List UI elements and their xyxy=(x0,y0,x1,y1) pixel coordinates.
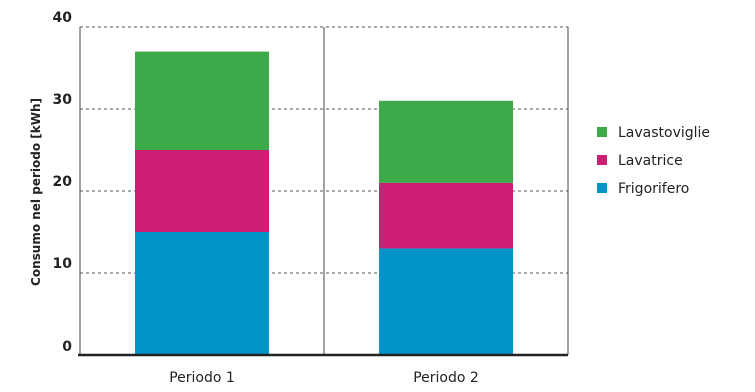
bar-segment-lavastoviglie xyxy=(135,51,269,150)
y-tick-label: 0 xyxy=(62,339,72,355)
legend-label: Frigorifero xyxy=(618,181,689,197)
legend-swatch xyxy=(597,155,607,165)
y-tick-label: 30 xyxy=(53,92,73,108)
legend-label: Lavatrice xyxy=(618,153,683,169)
axes xyxy=(78,27,569,357)
legend-swatch xyxy=(597,183,607,193)
x-category-labels: Periodo 1 Periodo 2 xyxy=(169,370,479,386)
y-tick-label: 40 xyxy=(53,10,73,26)
legend-swatch xyxy=(597,127,607,137)
y-tick-label: 10 xyxy=(53,256,73,272)
y-tick-labels: 0 10 20 30 40 xyxy=(53,10,73,355)
bar-segment-lavatrice xyxy=(379,182,513,249)
bar-segment-frigorifero xyxy=(379,248,513,355)
legend: Lavastoviglie Lavatrice Frigorifero xyxy=(597,125,710,197)
bar-stacks xyxy=(135,51,513,355)
x-tick-label: Periodo 2 xyxy=(413,370,479,386)
bar-segment-lavastoviglie xyxy=(379,100,513,183)
y-axis-title: Consumo nel periodo [kWh] xyxy=(29,98,43,286)
x-tick-label: Periodo 1 xyxy=(169,370,235,386)
bar-segment-lavatrice xyxy=(135,150,269,232)
legend-label: Lavastoviglie xyxy=(618,125,710,141)
bar-segment-frigorifero xyxy=(135,232,269,355)
y-tick-label: 20 xyxy=(53,174,73,190)
